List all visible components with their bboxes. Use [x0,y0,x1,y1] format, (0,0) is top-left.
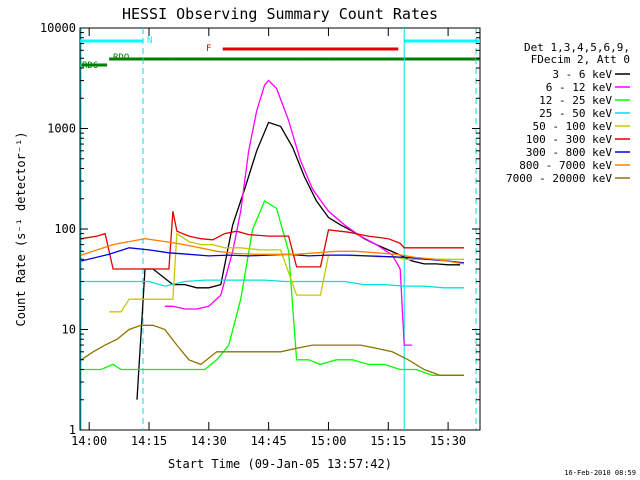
flag-label-f: F [206,44,211,54]
series-line-1 [164,79,413,346]
plot-series [80,79,465,400]
series-line-7 [80,238,465,265]
y-axis-label: Count Rate (s⁻¹ detector⁻¹) [14,131,28,326]
legend-label: 25 - 50 keV [539,107,612,120]
flag-label-rd6: RD6 [82,61,98,71]
x-tick-label: 15:00 [310,434,346,448]
legend-label: 300 - 800 keV [526,146,612,159]
chart-title: HESSI Observing Summary Count Rates [122,5,438,23]
series-line-0 [136,121,461,400]
y-tick-label: 10000 [40,21,76,35]
y-tick-label: 1 [69,423,76,437]
flag-label-rdo: RDO [113,53,129,63]
legend: Det 1,3,4,5,6,9,FDecim 2, Att 0 3 - 6 keV… [506,41,630,185]
y-tick-label: 1000 [47,122,76,136]
series-line-8 [80,324,464,376]
series-line-3 [81,279,464,289]
axes: 14:00 14:15 14:30 14:45 15:00 15:15 15:30 1 10 10… [40,21,480,448]
legend-label: 800 - 7000 keV [519,159,612,172]
series-line-5 [81,211,464,270]
legend-header: Det 1,3,4,5,6,9, [524,41,630,54]
x-tick-label: 14:30 [191,434,227,448]
legend-label: 3 - 6 keV [552,68,612,81]
x-tick-label: 14:15 [131,434,167,448]
x-tick-label: 14:45 [251,434,287,448]
x-axis-label: Start Time (09-Jan-05 13:57:42) [168,457,392,471]
legend-label: 6 - 12 keV [546,81,613,94]
y-tick-label: 10 [62,323,76,337]
footer-date: 16-Feb-2010 08:59 [564,469,636,477]
x-tick-label: 15:15 [370,434,406,448]
legend-label: 7000 - 20000 keV [506,172,612,185]
legend-header: FDecim 2, Att 0 [531,53,630,66]
series-line-2 [81,200,464,376]
legend-label: 100 - 300 keV [526,133,612,146]
legend-label: 12 - 25 keV [539,94,612,107]
flag-label-n: N [147,36,152,46]
legend-label: 50 - 100 keV [533,120,613,133]
x-tick-label: 15:30 [430,434,466,448]
x-tick-label: 14:00 [71,434,107,448]
y-tick-label: 100 [54,222,76,236]
